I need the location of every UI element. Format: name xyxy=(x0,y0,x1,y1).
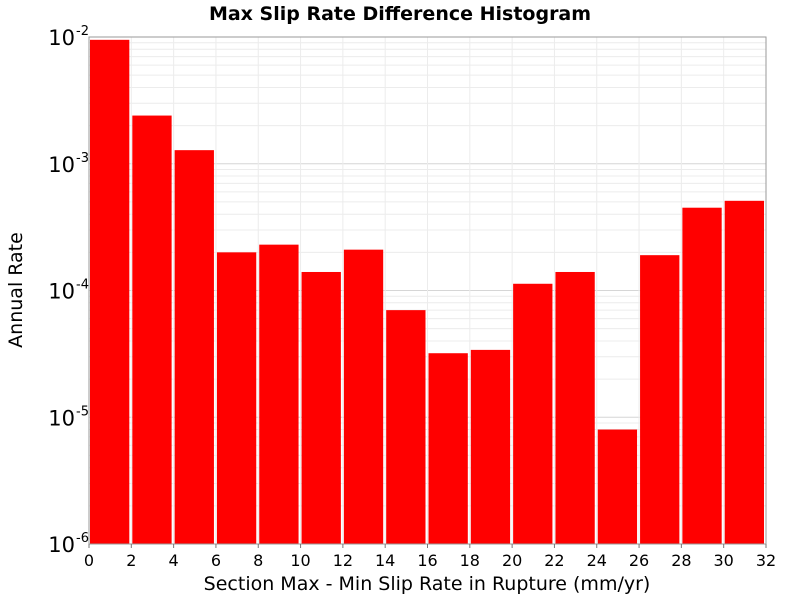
x-tick-label: 26 xyxy=(629,551,649,570)
x-tick-label: 16 xyxy=(417,551,437,570)
bar xyxy=(301,271,341,544)
x-tick-label: 6 xyxy=(211,551,221,570)
bar xyxy=(386,310,426,544)
y-tick-exponent: -2 xyxy=(76,24,89,39)
bar xyxy=(428,353,468,544)
bar xyxy=(682,207,722,544)
bar xyxy=(555,271,595,544)
x-tick-label: 18 xyxy=(460,551,480,570)
x-tick-label: 32 xyxy=(756,551,776,570)
chart-title: Max Slip Rate Difference Histogram xyxy=(209,3,591,25)
bar xyxy=(174,150,214,544)
y-axis-ticks: 10-610-510-410-310-2 xyxy=(48,24,89,557)
y-tick-exponent: -4 xyxy=(76,278,89,293)
y-tick-exponent: -5 xyxy=(76,404,89,419)
y-tick-label: 10 -3 xyxy=(48,151,89,177)
x-tick-label: 28 xyxy=(671,551,691,570)
x-tick-label: 20 xyxy=(502,551,522,570)
y-axis-label: Annual Rate xyxy=(5,232,27,348)
y-tick-exponent: -6 xyxy=(76,531,89,546)
bar xyxy=(513,283,553,544)
y-tick-exponent: -3 xyxy=(76,151,89,166)
bar xyxy=(90,39,130,544)
y-tick-label: 10 -2 xyxy=(48,24,89,50)
x-tick-label: 24 xyxy=(587,551,607,570)
bar xyxy=(640,255,680,545)
x-tick-label: 8 xyxy=(253,551,263,570)
x-tick-label: 10 xyxy=(290,551,310,570)
bar xyxy=(343,249,384,545)
x-tick-label: 0 xyxy=(84,551,94,570)
y-tick-base: 10 xyxy=(48,406,75,430)
x-tick-label: 4 xyxy=(169,551,179,570)
y-tick-label: 10 -4 xyxy=(48,278,89,304)
x-tick-label: 30 xyxy=(714,551,734,570)
bar xyxy=(132,115,172,544)
x-axis-label: Section Max - Min Slip Rate in Rupture (… xyxy=(204,573,651,595)
y-tick-label: 10 -6 xyxy=(48,531,89,557)
y-tick-label: 10 -5 xyxy=(48,404,89,430)
y-tick-base: 10 xyxy=(48,26,75,50)
bar xyxy=(470,349,511,544)
x-tick-label: 2 xyxy=(126,551,136,570)
y-tick-base: 10 xyxy=(48,153,75,177)
bar xyxy=(259,244,299,544)
bar xyxy=(724,200,764,544)
x-tick-label: 22 xyxy=(544,551,564,570)
x-tick-label: 12 xyxy=(333,551,353,570)
bar xyxy=(216,252,257,544)
y-tick-base: 10 xyxy=(48,280,75,304)
bars xyxy=(90,39,764,545)
x-tick-label: 14 xyxy=(375,551,395,570)
y-tick-base: 10 xyxy=(48,533,75,557)
bar xyxy=(597,429,638,544)
x-axis-ticks: 0 2 4 6 8 10 12 14 16 18 20 22 24 26 28 30 32 xyxy=(84,544,776,570)
